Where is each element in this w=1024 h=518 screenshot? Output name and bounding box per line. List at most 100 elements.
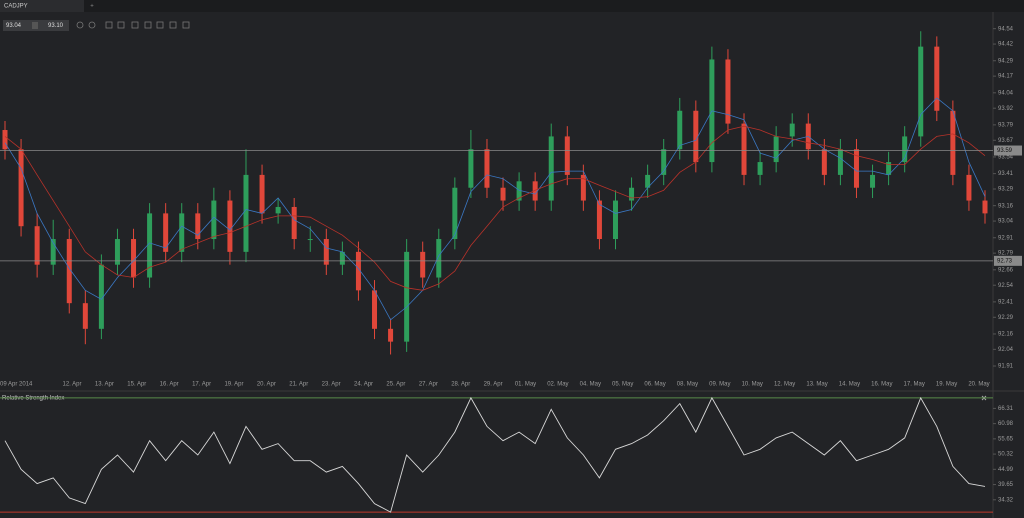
candle-body [355, 251, 361, 291]
candle-body [195, 213, 201, 240]
candle-body [66, 239, 72, 304]
x-tick-label: 09. May [709, 382, 730, 388]
candle-body [291, 206, 297, 240]
x-tick-label: 19. May [936, 382, 957, 388]
x-tick-label: 13. May [806, 382, 827, 388]
rsi-line [4, 396, 986, 513]
tab[interactable] [0, 0, 84, 12]
moving-average [4, 97, 986, 321]
y-tick-label: 66.31 [998, 406, 1014, 412]
candle-body [388, 328, 394, 342]
candle-body [757, 162, 763, 175]
x-tick-label: 23. Apr [322, 382, 341, 388]
y-tick-label: 94.42 [998, 42, 1014, 48]
candle-body [339, 251, 345, 265]
zoom-in[interactable] [76, 21, 84, 29]
candle-body [50, 239, 56, 265]
candle-body [580, 174, 586, 201]
candle-body [612, 200, 618, 240]
x-tick-label: 25. Apr [386, 382, 405, 388]
y-tick-label: 92.54 [998, 283, 1014, 289]
y-tick-label: 44.99 [998, 467, 1014, 473]
candle-body [677, 110, 683, 150]
price-line-label: 92.73 [997, 258, 1013, 264]
candle-body [436, 239, 442, 278]
candle-body [661, 149, 667, 175]
candle-body [645, 174, 651, 188]
candle-body [114, 239, 120, 265]
y-tick-label: 92.29 [998, 315, 1014, 321]
zoom-out[interactable] [88, 21, 96, 29]
y-tick-label: 94.04 [998, 90, 1014, 96]
x-tick-label: 12. May [774, 382, 795, 388]
x-tick-label: 27. Apr [419, 382, 438, 388]
tool-text[interactable] [156, 21, 164, 29]
x-tick-label: 16. May [871, 382, 892, 388]
ask: 93.10 [48, 23, 64, 29]
indicator-title: Relative Strength Index [2, 396, 64, 402]
y-tick-label: 92.66 [998, 267, 1014, 273]
candle-body [307, 239, 313, 241]
tab-bar [0, 0, 1024, 12]
tool-line[interactable] [131, 21, 139, 29]
x-tick-label: 02. May [547, 382, 568, 388]
x-tick-label: 08. May [677, 382, 698, 388]
x-tick-label: 29. Apr [484, 382, 503, 388]
y-tick-label: 93.54 [998, 155, 1014, 161]
candle-body [82, 303, 88, 329]
candle-body [886, 162, 892, 175]
candle-body [147, 213, 153, 278]
y-tick-label: 93.29 [998, 187, 1014, 193]
x-tick-label: 10. May [742, 382, 763, 388]
candle-body [98, 264, 104, 329]
x-tick-label: 28. Apr [451, 382, 470, 388]
tool-indicator[interactable] [169, 21, 177, 29]
x-tick-label: 17. Apr [192, 382, 211, 388]
y-tick-label: 92.79 [998, 251, 1014, 257]
tool-cursor[interactable] [105, 21, 113, 29]
candle-body [982, 200, 988, 214]
add-tab[interactable]: + [90, 4, 94, 10]
tool-settings[interactable] [182, 21, 190, 29]
candle-body [693, 110, 699, 163]
candle-body [163, 213, 169, 252]
candle-body [629, 187, 635, 201]
candle-body [372, 290, 378, 329]
candle-body [789, 123, 795, 137]
x-tick-label: 20. May [968, 382, 989, 388]
tab-label[interactable]: CADJPY [4, 4, 28, 10]
candle-body [259, 174, 265, 214]
candle-body [918, 46, 924, 137]
price-line-box [994, 255, 1022, 266]
y-tick-label: 92.91 [998, 235, 1014, 241]
candle-body [516, 181, 522, 201]
spread-icon [32, 22, 38, 29]
candle-body [725, 59, 731, 124]
y-tick-label: 94.17 [998, 74, 1014, 80]
candle-body [548, 136, 554, 201]
x-tick-label: 21. Apr [289, 382, 308, 388]
candle-body [500, 187, 506, 201]
y-tick-label: 50.32 [998, 452, 1014, 458]
candle-body [837, 149, 843, 175]
y-tick-label: 60.98 [998, 421, 1014, 427]
x-tick-label: 14. May [839, 382, 860, 388]
x-tick-label: 16. Apr [160, 382, 179, 388]
x-tick-label: 09 Apr 2014 [0, 382, 33, 388]
candle-body [468, 149, 474, 188]
x-tick-label: 01. May [515, 382, 536, 388]
candle-body [211, 200, 217, 240]
candle-body [227, 200, 233, 252]
x-tick-label: 05. May [612, 382, 633, 388]
y-tick-label: 93.92 [998, 106, 1014, 112]
x-tick-label: 20. Apr [257, 382, 276, 388]
tool-draw[interactable] [117, 21, 125, 29]
y-tick-label: 55.65 [998, 436, 1014, 442]
x-tick-label: 06. May [644, 382, 665, 388]
y-tick-label: 93.16 [998, 203, 1014, 209]
candle-body [34, 226, 40, 265]
tool-fib[interactable] [144, 21, 152, 29]
candle-body [532, 181, 538, 201]
